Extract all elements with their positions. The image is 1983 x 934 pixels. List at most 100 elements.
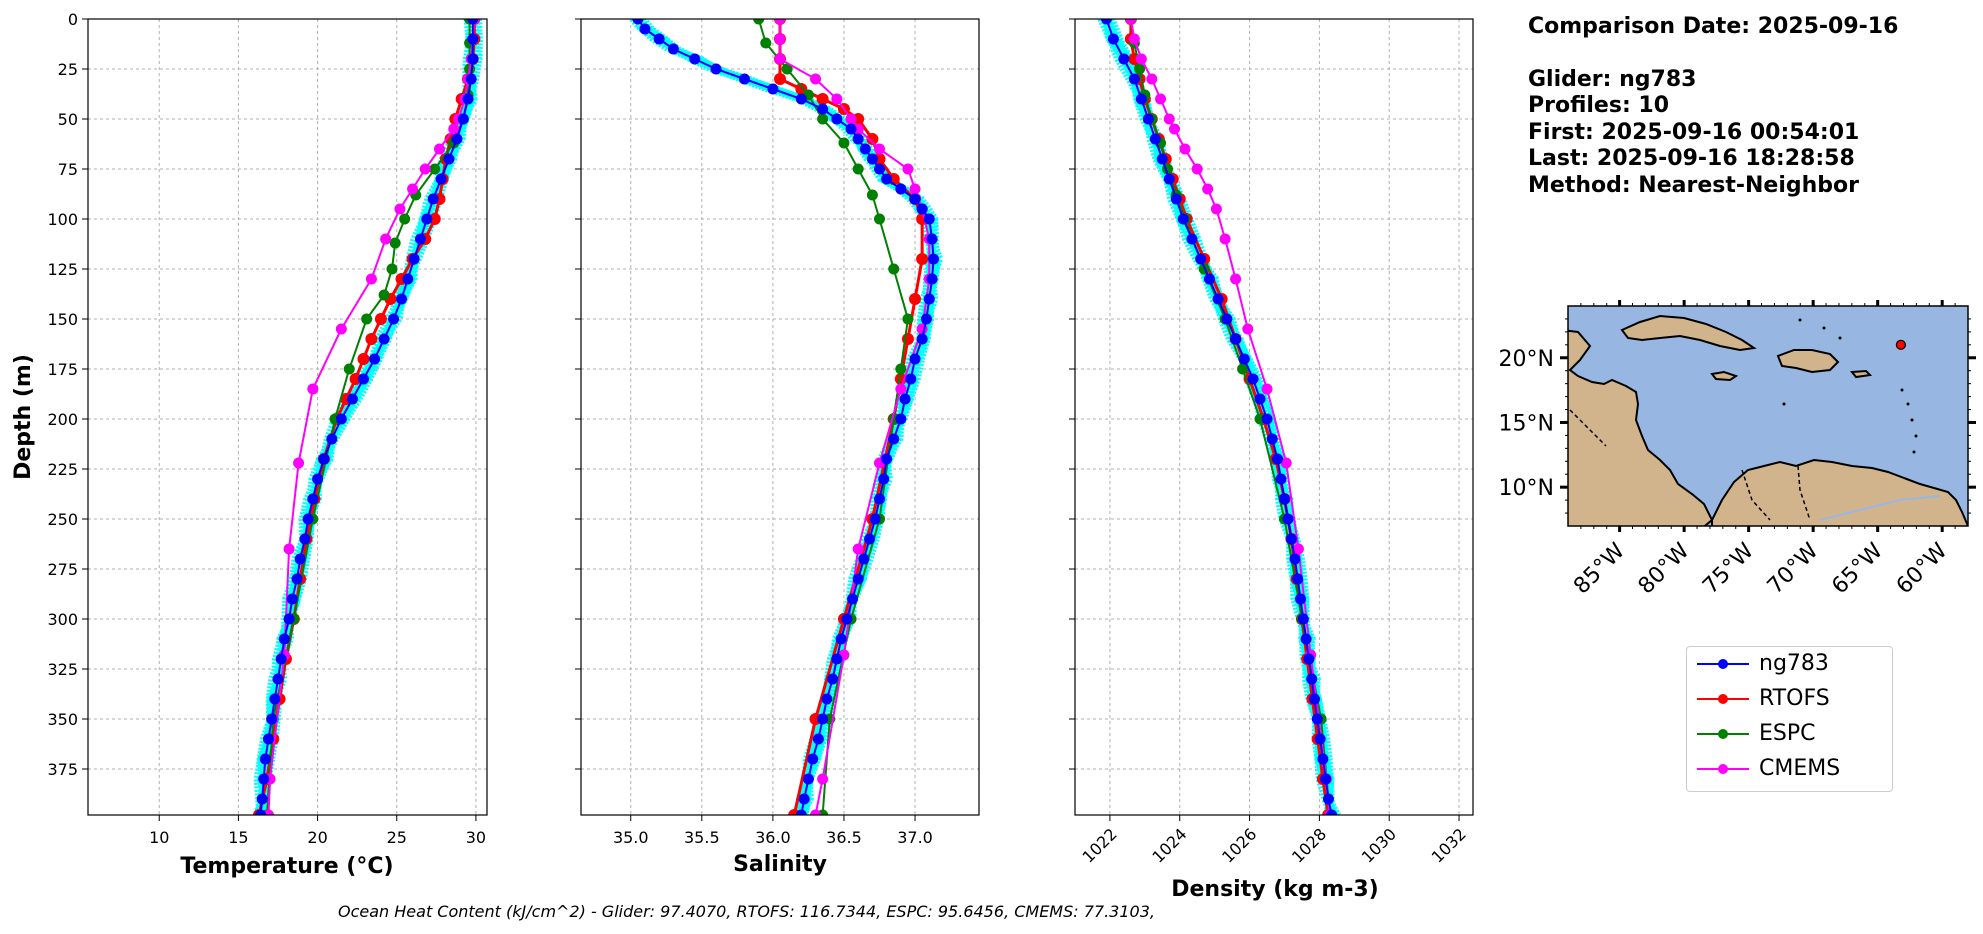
data-point-ng783 — [827, 673, 839, 685]
temperature-panel: 10 15 20 25 30025507510012515017520022525027… — [47, 10, 488, 847]
data-point-cmems — [419, 163, 431, 175]
data-point-ng783 — [1186, 233, 1198, 245]
data-point-ng783 — [710, 63, 722, 75]
legend-label: ng783 — [1759, 651, 1829, 676]
y-tick-label: 75 — [58, 160, 78, 179]
glider-profile-line — [1101, 19, 1334, 815]
data-point-cmems — [448, 123, 460, 135]
map-island-dot — [1798, 318, 1802, 322]
map-river — [1819, 495, 1941, 521]
data-point-ng783 — [462, 93, 474, 105]
data-point-ng783 — [895, 183, 907, 195]
data-point-cmems — [831, 93, 843, 105]
data-point-rtofs — [816, 93, 829, 105]
data-point-ng783 — [878, 473, 890, 485]
data-point-ng783 — [258, 773, 270, 785]
data-point-ng783 — [1308, 693, 1320, 705]
x-tick-label: 1024 — [1148, 824, 1190, 866]
glider-profile-line — [1103, 19, 1332, 815]
data-point-espc — [902, 313, 914, 325]
legend-item-rtofs: RTOFS — [1687, 682, 1892, 716]
data-point-ng783 — [451, 133, 463, 145]
data-point-cmems — [1169, 123, 1180, 135]
data-point-cmems — [1146, 73, 1158, 85]
data-point-ng783 — [1314, 733, 1326, 745]
data-point-ng783 — [817, 713, 829, 725]
glider-profile-line — [1102, 19, 1335, 815]
data-point-ng783 — [1107, 33, 1119, 45]
data-point-espc — [1134, 63, 1146, 75]
glider-profile-line — [635, 19, 935, 815]
map-island-dot — [1900, 388, 1904, 392]
data-point-cmems — [874, 143, 885, 155]
data-point-cmems — [774, 33, 786, 45]
glider-profile-line — [252, 19, 476, 815]
data-point-cmems — [380, 233, 392, 245]
plot-area — [629, 19, 944, 815]
data-point-ng783 — [905, 373, 917, 385]
ohc-footer: Ocean Heat Content (kJ/cm^2) - Glider: 9… — [338, 902, 1155, 921]
data-point-cmems — [1155, 93, 1167, 105]
data-point-ng783 — [1135, 93, 1147, 105]
map-land-puerto-rico — [1850, 369, 1873, 379]
legend: ng783 RTOFS ESPC CMEMS — [1686, 646, 1893, 792]
data-point-ng783 — [689, 53, 701, 65]
data-point-ng783 — [1292, 573, 1304, 585]
map-lon-label: 70°W — [1763, 538, 1824, 599]
series-line-ng783 — [1105, 19, 1333, 815]
data-point-ng783 — [443, 153, 455, 165]
axes-frame — [580, 18, 980, 816]
data-point-ng783 — [881, 453, 893, 465]
data-point-ng783 — [307, 493, 319, 505]
data-point-rtofs — [357, 353, 370, 365]
data-point-rtofs — [774, 73, 786, 85]
data-point-rtofs — [909, 293, 922, 305]
x-tick-label: 20 — [307, 828, 327, 847]
glider-position-marker — [1895, 339, 1907, 350]
data-point-cmems — [407, 183, 419, 195]
data-point-ng783 — [435, 173, 447, 185]
glider-profile-line — [259, 19, 483, 815]
data-point-ng783 — [263, 733, 274, 745]
data-point-ng783 — [881, 173, 893, 185]
y-tick-label: 125 — [47, 260, 78, 279]
y-tick-label: 0 — [68, 10, 78, 29]
data-point-rtofs — [428, 213, 441, 225]
data-point-ng783 — [312, 473, 324, 485]
data-point-ng783 — [923, 293, 935, 305]
glider-profile-line — [1108, 19, 1341, 815]
map-lon-label: 85°W — [1569, 538, 1630, 599]
data-point-ng783 — [852, 573, 864, 585]
data-point-cmems — [394, 203, 406, 215]
data-point-ng783 — [1322, 793, 1334, 805]
x-tick-label: 35.5 — [684, 828, 720, 847]
map-border-3 — [1741, 469, 1771, 521]
y-tick-label: 300 — [47, 610, 78, 629]
data-point-ng783 — [294, 553, 306, 565]
data-point-ng783 — [899, 393, 911, 405]
data-point-ng783 — [916, 333, 928, 345]
data-point-ng783 — [467, 53, 479, 65]
data-point-cmems — [895, 383, 907, 395]
data-point-espc — [361, 313, 373, 325]
data-point-cmems — [902, 163, 914, 175]
map-lon-label: 80°W — [1634, 538, 1695, 599]
data-point-espc — [874, 213, 885, 225]
y-tick-label: 200 — [47, 410, 78, 429]
data-point-ng783 — [1212, 293, 1224, 305]
x-tick-label: 36.5 — [826, 828, 862, 847]
data-point-espc — [378, 289, 390, 301]
data-point-rtofs — [365, 333, 378, 345]
data-point-cmems — [335, 323, 347, 335]
glider-profile-line — [633, 19, 935, 815]
y-tick-label: 375 — [47, 760, 78, 779]
map-land-hispaniola — [1776, 349, 1840, 374]
data-point-ng783 — [767, 83, 779, 95]
data-point-ng783 — [653, 33, 665, 45]
data-point-cmems — [1135, 53, 1147, 65]
y-tick-label: 225 — [47, 460, 78, 479]
data-point-cmems — [1261, 383, 1273, 395]
x-tick-label: 1030 — [1358, 824, 1400, 866]
data-point-ng783 — [278, 633, 290, 645]
